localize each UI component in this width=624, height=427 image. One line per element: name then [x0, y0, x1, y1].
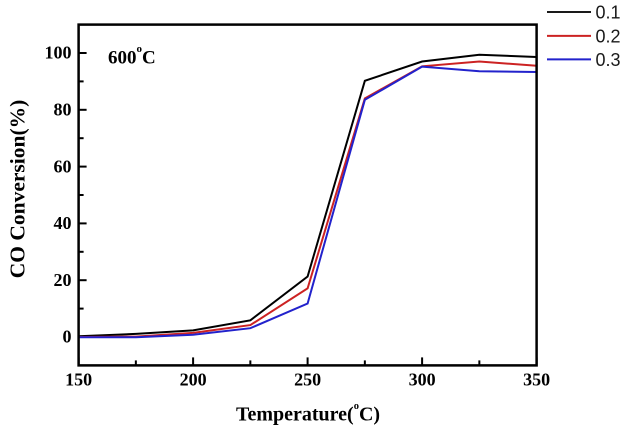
svg-text:60: 60	[54, 156, 72, 176]
svg-text:350: 350	[523, 370, 550, 390]
svg-text:200: 200	[180, 370, 207, 390]
svg-text:300: 300	[409, 370, 436, 390]
svg-text:CO Conversion(%): CO Conversion(%)	[6, 100, 30, 279]
svg-text:0: 0	[63, 327, 72, 347]
svg-text:0.1: 0.1	[596, 3, 621, 23]
svg-text:40: 40	[54, 213, 72, 233]
svg-text:250: 250	[294, 370, 321, 390]
svg-text:100: 100	[45, 43, 72, 63]
svg-text:0.2: 0.2	[596, 26, 621, 46]
svg-text:150: 150	[65, 370, 92, 390]
svg-text:600oC: 600oC	[108, 43, 156, 69]
svg-text:20: 20	[54, 270, 72, 290]
svg-text:0.3: 0.3	[596, 50, 621, 70]
svg-text:80: 80	[54, 100, 72, 120]
svg-text:Temperature(oC): Temperature(oC)	[236, 401, 380, 426]
